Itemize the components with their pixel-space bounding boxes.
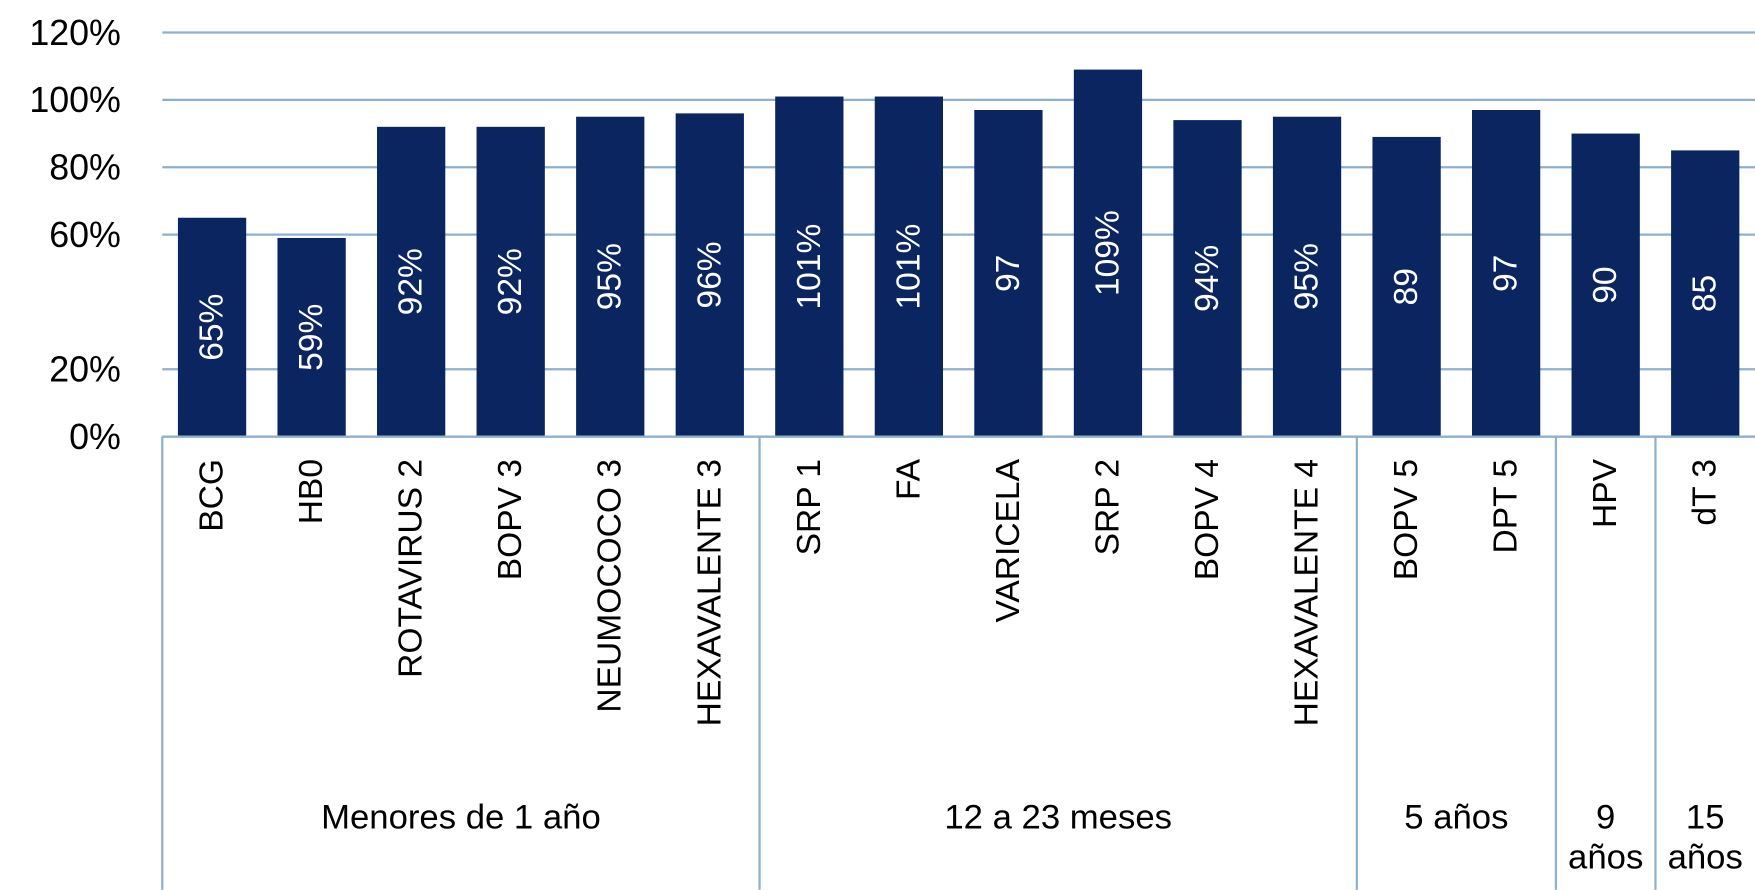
x-tick-label: SRP 1 [791, 459, 828, 555]
group-label-box: 5 años [1404, 797, 1509, 837]
group-label: 9 años [1568, 797, 1644, 877]
bar [974, 109, 1043, 437]
bar [1472, 109, 1541, 437]
bar [576, 116, 645, 437]
x-tick-label: BCG [194, 459, 231, 532]
value-label: 97 [1488, 255, 1525, 292]
value-label: 94% [1189, 245, 1226, 312]
y-tick-label: 100% [29, 80, 121, 120]
x-tick-label: HB0 [293, 459, 330, 524]
x-tick-label: SRP 2 [1089, 459, 1126, 555]
value-label: 95% [592, 243, 629, 310]
value-label: 97 [990, 255, 1027, 292]
bar [277, 237, 346, 437]
bar [1372, 136, 1441, 437]
value-label: 101% [890, 224, 927, 310]
bar [1173, 120, 1242, 437]
value-label: 92% [492, 248, 529, 315]
x-tick-label: BOPV 5 [1388, 459, 1425, 580]
x-tick-label: DPT 5 [1488, 459, 1525, 554]
value-label: 89 [1388, 268, 1425, 305]
value-label: 90 [1587, 266, 1624, 303]
group-label: 12 a 23 meses [944, 797, 1172, 837]
group-label-box: 9 años [1568, 797, 1644, 877]
group-label: 5 años [1404, 797, 1509, 837]
value-label: 109% [1089, 210, 1126, 296]
x-tick-label: FA [890, 458, 927, 500]
bar [476, 126, 545, 437]
x-tick-label: HEXAVALENTE 4 [1289, 459, 1326, 726]
bar [675, 113, 744, 437]
bar [1073, 69, 1143, 437]
x-tick-label: dT 3 [1687, 459, 1724, 526]
x-tick-label: ROTAVIRUS 2 [393, 459, 430, 678]
group-label: 15 años [1667, 797, 1743, 877]
group-label-box: 15 años [1667, 797, 1743, 877]
y-tick-label: 60% [49, 215, 121, 255]
bar [1272, 116, 1342, 437]
bar [177, 217, 247, 437]
bar [874, 96, 944, 437]
bar [775, 96, 844, 437]
bar [1571, 133, 1640, 437]
group-label-box: Menores de 1 año [321, 797, 601, 837]
bar [1671, 150, 1740, 437]
x-tick-label: HPV [1587, 458, 1624, 528]
y-tick-label: 120% [29, 13, 121, 53]
value-label: 65% [194, 294, 231, 361]
x-tick-label: BOPV 4 [1189, 459, 1226, 580]
x-tick-label: NEUMOCOCO 3 [592, 459, 629, 713]
group-label: Menores de 1 año [321, 797, 601, 837]
x-tick-label: VARICELA [990, 458, 1027, 622]
value-label: 92% [393, 248, 430, 315]
x-tick-label: BOPV 3 [492, 459, 529, 580]
x-tick-label: HEXAVALENTE 3 [691, 459, 728, 726]
value-label: 85 [1687, 275, 1724, 312]
bar [377, 126, 446, 437]
value-label: 96% [691, 241, 728, 308]
value-label: 95% [1289, 243, 1326, 310]
y-tick-label: 80% [49, 148, 121, 188]
value-label: 59% [293, 304, 330, 371]
y-tick-label: 0% [69, 417, 121, 457]
y-tick-label: 20% [49, 350, 121, 390]
group-label-box: 12 a 23 meses [944, 797, 1172, 837]
value-label: 101% [791, 224, 828, 310]
